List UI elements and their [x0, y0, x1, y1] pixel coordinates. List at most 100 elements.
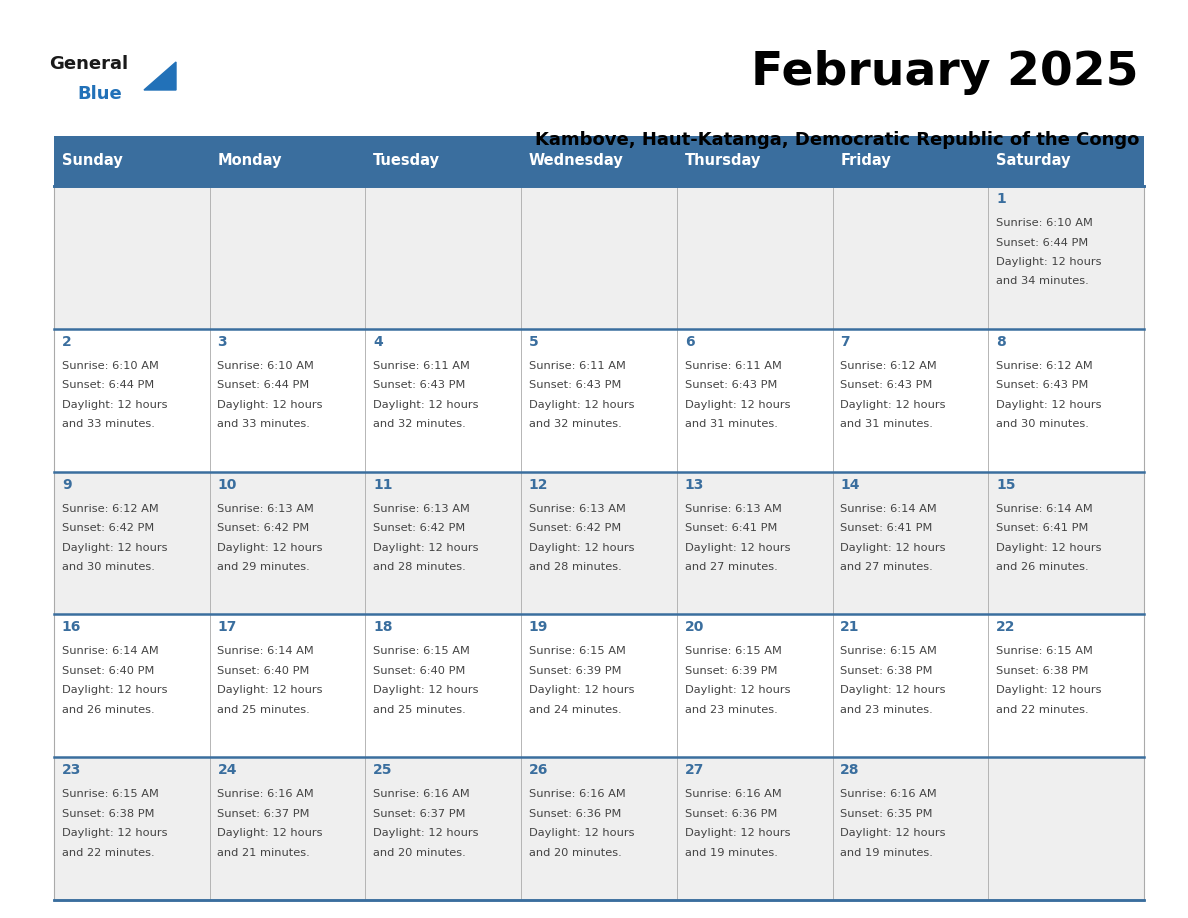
Text: 16: 16: [62, 621, 81, 634]
Text: Sunrise: 6:14 AM: Sunrise: 6:14 AM: [840, 504, 937, 513]
Text: 12: 12: [529, 477, 549, 492]
Text: 1: 1: [996, 192, 1006, 206]
Text: and 23 minutes.: and 23 minutes.: [840, 705, 933, 715]
Text: Sunset: 6:41 PM: Sunset: 6:41 PM: [684, 523, 777, 533]
Text: Sunset: 6:39 PM: Sunset: 6:39 PM: [529, 666, 621, 676]
Text: Sunset: 6:43 PM: Sunset: 6:43 PM: [840, 380, 933, 390]
Text: Sunset: 6:40 PM: Sunset: 6:40 PM: [62, 666, 154, 676]
Text: Sunrise: 6:12 AM: Sunrise: 6:12 AM: [840, 361, 937, 371]
Text: Sunday: Sunday: [62, 153, 122, 169]
Text: Daylight: 12 hours: Daylight: 12 hours: [373, 686, 479, 696]
Text: Sunset: 6:38 PM: Sunset: 6:38 PM: [840, 666, 933, 676]
Text: and 27 minutes.: and 27 minutes.: [840, 562, 933, 572]
Text: Sunset: 6:41 PM: Sunset: 6:41 PM: [840, 523, 933, 533]
Text: and 31 minutes.: and 31 minutes.: [684, 420, 777, 430]
Text: Daylight: 12 hours: Daylight: 12 hours: [840, 686, 946, 696]
Text: and 31 minutes.: and 31 minutes.: [840, 420, 934, 430]
Polygon shape: [144, 62, 176, 90]
Text: Sunrise: 6:12 AM: Sunrise: 6:12 AM: [996, 361, 1093, 371]
Text: and 23 minutes.: and 23 minutes.: [684, 705, 777, 715]
Text: 14: 14: [840, 477, 860, 492]
Text: and 26 minutes.: and 26 minutes.: [996, 562, 1088, 572]
Text: Sunrise: 6:10 AM: Sunrise: 6:10 AM: [996, 218, 1093, 228]
Text: Daylight: 12 hours: Daylight: 12 hours: [62, 686, 168, 696]
Text: Sunrise: 6:14 AM: Sunrise: 6:14 AM: [217, 646, 315, 656]
Text: 28: 28: [840, 763, 860, 778]
Text: Daylight: 12 hours: Daylight: 12 hours: [373, 828, 479, 838]
Text: and 30 minutes.: and 30 minutes.: [996, 420, 1089, 430]
Text: Daylight: 12 hours: Daylight: 12 hours: [996, 543, 1101, 553]
Text: Daylight: 12 hours: Daylight: 12 hours: [529, 686, 634, 696]
Text: Sunset: 6:44 PM: Sunset: 6:44 PM: [62, 380, 154, 390]
Text: Kambove, Haut-Katanga, Democratic Republic of the Congo: Kambove, Haut-Katanga, Democratic Republ…: [535, 131, 1139, 149]
Text: 23: 23: [62, 763, 81, 778]
Text: Sunrise: 6:15 AM: Sunrise: 6:15 AM: [996, 646, 1093, 656]
Text: Sunrise: 6:16 AM: Sunrise: 6:16 AM: [684, 789, 782, 800]
Text: Sunset: 6:38 PM: Sunset: 6:38 PM: [996, 666, 1088, 676]
Text: and 22 minutes.: and 22 minutes.: [62, 847, 154, 857]
Text: February 2025: February 2025: [752, 50, 1139, 95]
Bar: [53, 757, 1144, 900]
Text: Thursday: Thursday: [684, 153, 762, 169]
Text: and 26 minutes.: and 26 minutes.: [62, 705, 154, 715]
Text: and 32 minutes.: and 32 minutes.: [529, 420, 621, 430]
Text: Sunrise: 6:12 AM: Sunrise: 6:12 AM: [62, 504, 158, 513]
Text: Friday: Friday: [840, 153, 891, 169]
Text: Sunset: 6:43 PM: Sunset: 6:43 PM: [529, 380, 621, 390]
Text: 5: 5: [529, 335, 538, 349]
Text: Sunset: 6:38 PM: Sunset: 6:38 PM: [62, 809, 154, 819]
Text: General: General: [49, 55, 128, 73]
Text: and 24 minutes.: and 24 minutes.: [529, 705, 621, 715]
Text: Daylight: 12 hours: Daylight: 12 hours: [373, 400, 479, 409]
Text: Sunrise: 6:14 AM: Sunrise: 6:14 AM: [62, 646, 158, 656]
Text: Sunrise: 6:15 AM: Sunrise: 6:15 AM: [62, 789, 159, 800]
Text: Daylight: 12 hours: Daylight: 12 hours: [217, 400, 323, 409]
Text: 17: 17: [217, 621, 236, 634]
Text: Sunset: 6:36 PM: Sunset: 6:36 PM: [684, 809, 777, 819]
Text: Sunrise: 6:15 AM: Sunrise: 6:15 AM: [840, 646, 937, 656]
Bar: [53, 614, 1144, 757]
Text: Sunrise: 6:13 AM: Sunrise: 6:13 AM: [684, 504, 782, 513]
Text: 7: 7: [840, 335, 849, 349]
Text: Sunset: 6:43 PM: Sunset: 6:43 PM: [996, 380, 1088, 390]
Text: Sunrise: 6:14 AM: Sunrise: 6:14 AM: [996, 504, 1093, 513]
Text: 25: 25: [373, 763, 393, 778]
Text: Sunset: 6:43 PM: Sunset: 6:43 PM: [684, 380, 777, 390]
Text: Sunset: 6:43 PM: Sunset: 6:43 PM: [373, 380, 466, 390]
Text: Daylight: 12 hours: Daylight: 12 hours: [684, 828, 790, 838]
Text: Sunrise: 6:16 AM: Sunrise: 6:16 AM: [840, 789, 937, 800]
Text: 2: 2: [62, 335, 71, 349]
Text: Sunrise: 6:16 AM: Sunrise: 6:16 AM: [217, 789, 315, 800]
Text: Daylight: 12 hours: Daylight: 12 hours: [996, 686, 1101, 696]
Text: and 32 minutes.: and 32 minutes.: [373, 420, 466, 430]
Text: Daylight: 12 hours: Daylight: 12 hours: [217, 686, 323, 696]
Text: 6: 6: [684, 335, 694, 349]
Bar: [53, 329, 1144, 472]
Text: 15: 15: [996, 477, 1016, 492]
Text: Saturday: Saturday: [996, 153, 1070, 169]
Text: Sunset: 6:36 PM: Sunset: 6:36 PM: [529, 809, 621, 819]
Text: and 22 minutes.: and 22 minutes.: [996, 705, 1088, 715]
Text: Sunset: 6:44 PM: Sunset: 6:44 PM: [996, 238, 1088, 248]
Text: 27: 27: [684, 763, 704, 778]
Text: Daylight: 12 hours: Daylight: 12 hours: [217, 543, 323, 553]
Text: Sunrise: 6:13 AM: Sunrise: 6:13 AM: [217, 504, 315, 513]
Text: 24: 24: [217, 763, 236, 778]
Text: Sunrise: 6:15 AM: Sunrise: 6:15 AM: [684, 646, 782, 656]
Text: Daylight: 12 hours: Daylight: 12 hours: [840, 400, 946, 409]
Text: 8: 8: [996, 335, 1006, 349]
Text: 19: 19: [529, 621, 549, 634]
Text: 20: 20: [684, 621, 704, 634]
Text: Sunset: 6:42 PM: Sunset: 6:42 PM: [62, 523, 154, 533]
Text: and 33 minutes.: and 33 minutes.: [217, 420, 310, 430]
Text: Daylight: 12 hours: Daylight: 12 hours: [840, 543, 946, 553]
Text: and 20 minutes.: and 20 minutes.: [373, 847, 466, 857]
Text: Sunset: 6:37 PM: Sunset: 6:37 PM: [373, 809, 466, 819]
Text: Wednesday: Wednesday: [529, 153, 624, 169]
Text: and 28 minutes.: and 28 minutes.: [373, 562, 466, 572]
Text: 11: 11: [373, 477, 393, 492]
Text: Daylight: 12 hours: Daylight: 12 hours: [684, 400, 790, 409]
Text: and 25 minutes.: and 25 minutes.: [373, 705, 466, 715]
Text: and 20 minutes.: and 20 minutes.: [529, 847, 621, 857]
Text: 3: 3: [217, 335, 227, 349]
